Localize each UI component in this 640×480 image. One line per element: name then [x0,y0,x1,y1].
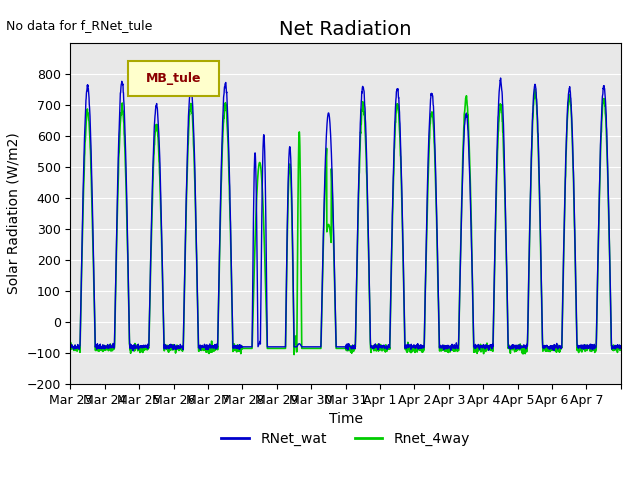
RNet_wat [122,141,129,147]
Rnet_4way [67,342,74,348]
Rnet_4way [617,345,625,350]
Rnet_4way [531,86,539,92]
RNet_wat [617,344,625,349]
Y-axis label: Solar Radiation (W/m2): Solar Radiation (W/m2) [7,133,20,294]
Text: No data for f_RNet_tule: No data for f_RNet_tule [6,19,153,32]
X-axis label: Time: Time [328,412,363,426]
RNet_wat [497,75,504,81]
Rnet_4way [379,345,387,351]
Text: MB_tule: MB_tule [145,72,201,85]
Rnet_4way [511,346,519,352]
RNet_wat [379,344,387,350]
Rnet_4way [122,162,129,168]
RNet_wat [67,343,74,349]
RNet_wat [543,343,550,349]
Line: Rnet_4way: Rnet_4way [70,89,621,355]
FancyBboxPatch shape [128,61,219,96]
Rnet_4way [609,348,617,353]
RNet_wat [241,344,248,350]
Title: Net Radiation: Net Radiation [279,20,412,39]
Rnet_4way [291,352,298,358]
Rnet_4way [543,345,550,351]
Rnet_4way [240,346,248,351]
RNet_wat [512,346,520,352]
RNet_wat [129,348,137,354]
Line: RNet_wat: RNet_wat [70,78,621,351]
Legend: RNet_wat, Rnet_4way: RNet_wat, Rnet_4way [216,427,476,452]
RNet_wat [609,345,617,350]
